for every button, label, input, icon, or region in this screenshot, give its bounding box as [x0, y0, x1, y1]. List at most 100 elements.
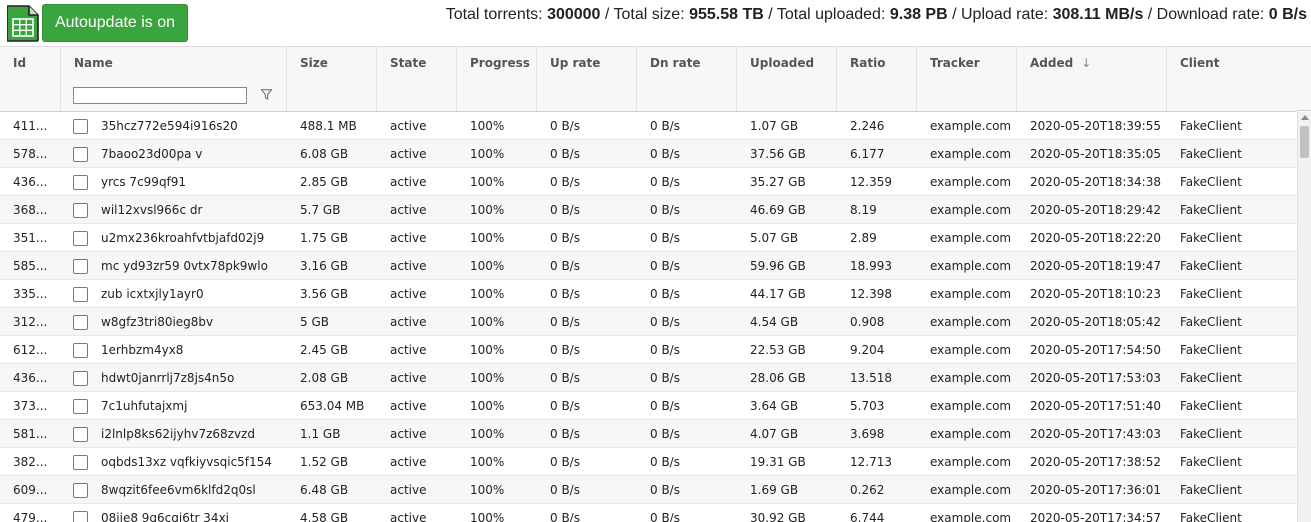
cell-state: active	[390, 511, 427, 522]
row-select-checkbox[interactable]	[73, 203, 88, 218]
scrollbar-thumb[interactable]	[1300, 126, 1309, 158]
cell-progress: 100%	[470, 427, 505, 441]
row-select-checkbox[interactable]	[73, 455, 88, 470]
torrent-grid: Id Name Size State Progress Up rate Dn r…	[0, 46, 1311, 522]
cell-added: 2020-05-20T18:39:55	[1030, 119, 1161, 133]
cell-dn-rate: 0 B/s	[650, 427, 680, 441]
row-select-checkbox[interactable]	[73, 119, 88, 134]
column-header-ratio[interactable]: Ratio	[837, 47, 917, 80]
row-select-checkbox[interactable]	[73, 511, 88, 522]
cell-state: active	[390, 287, 427, 301]
cell-size: 2.85 GB	[300, 175, 349, 189]
cell-ratio: 9.204	[850, 343, 885, 357]
column-header-uploaded[interactable]: Uploaded	[737, 47, 837, 80]
cell-id: 382...	[13, 455, 48, 469]
torrents-label: Total torrents:	[445, 6, 548, 23]
cell-id: 578...	[13, 147, 48, 161]
cell-tracker: example.com	[930, 175, 1012, 189]
cell-size: 1.1 GB	[300, 427, 341, 441]
cell-id: 436...	[13, 371, 48, 385]
row-select-checkbox[interactable]	[73, 147, 88, 162]
total-size: 955.58 TB	[689, 6, 764, 23]
cell-state: active	[390, 315, 427, 329]
filter-cell-dn-rate	[637, 80, 737, 111]
column-header-dn-rate[interactable]: Dn rate	[637, 47, 737, 80]
cell-added: 2020-05-20T18:34:38	[1030, 175, 1161, 189]
cell-uploaded: 5.07 GB	[750, 231, 799, 245]
funnel-icon[interactable]	[261, 89, 272, 100]
cell-size: 2.45 GB	[300, 343, 349, 357]
table-row[interactable]: 382... oqbds13xz vqfkiyvsqic5f154 1.52 GB a…	[0, 448, 1297, 476]
cell-progress: 100%	[470, 399, 505, 413]
cell-size: 1.75 GB	[300, 231, 349, 245]
cell-progress: 100%	[470, 147, 505, 161]
cell-uploaded: 35.27 GB	[750, 175, 806, 189]
column-header-added[interactable]: Added ↓	[1017, 47, 1167, 80]
filter-cell-uploaded	[737, 80, 837, 111]
row-select-checkbox[interactable]	[73, 259, 88, 274]
table-row[interactable]: 411... 35hcz772e594i916s20 488.1 MB active 1…	[0, 112, 1297, 140]
row-select-checkbox[interactable]	[73, 343, 88, 358]
cell-ratio: 6.177	[850, 147, 885, 161]
cell-uploaded: 46.69 GB	[750, 203, 806, 217]
column-header-client[interactable]: Client	[1180, 56, 1220, 70]
table-row[interactable]: 368... wil12xvsl966c dr 5.7 GB active 100% 0 …	[0, 196, 1297, 224]
table-row[interactable]: 578... 7baoo23d00pa v 6.08 GB active 100% 0 B…	[0, 140, 1297, 168]
cell-up-rate: 0 B/s	[550, 511, 580, 522]
cell-up-rate: 0 B/s	[550, 343, 580, 357]
cell-ratio: 12.359	[850, 175, 892, 189]
table-row[interactable]: 612... 1erhbzm4yx8 2.45 GB active 100% 0 B/s 0…	[0, 336, 1297, 364]
name-filter-input[interactable]	[73, 87, 247, 104]
column-header-state[interactable]: State	[377, 47, 457, 80]
table-row[interactable]: 373... 7c1uhfutajxmj 653.04 MB active 100% 0 …	[0, 392, 1297, 420]
cell-up-rate: 0 B/s	[550, 371, 580, 385]
table-row[interactable]: 585... mc yd93zr59 0vtx78pk9wlo 3.16 GB act…	[0, 252, 1297, 280]
table-row[interactable]: 351... u2mx236kroahfvtbjafd02j9 1.75 GB act…	[0, 224, 1297, 252]
row-select-checkbox[interactable]	[73, 287, 88, 302]
vertical-scrollbar[interactable]	[1297, 112, 1311, 522]
cell-client: FakeClient	[1180, 343, 1242, 357]
cell-state: active	[390, 483, 427, 497]
table-row[interactable]: 312... w8gfz3tri80ieg8bv 5 GB active 100% 0 B…	[0, 308, 1297, 336]
cell-client: FakeClient	[1180, 287, 1242, 301]
row-select-checkbox[interactable]	[73, 371, 88, 386]
uploaded-label: / Total uploaded:	[763, 6, 890, 23]
cell-progress: 100%	[470, 175, 505, 189]
cell-dn-rate: 0 B/s	[650, 511, 680, 522]
row-select-checkbox[interactable]	[73, 175, 88, 190]
cell-dn-rate: 0 B/s	[650, 287, 680, 301]
cell-dn-rate: 0 B/s	[650, 147, 680, 161]
cell-state: active	[390, 147, 427, 161]
column-header-name[interactable]: Name	[61, 47, 287, 80]
column-header-progress[interactable]: Progress	[457, 47, 537, 80]
column-header-tracker[interactable]: Tracker	[917, 47, 1017, 80]
cell-up-rate: 0 B/s	[550, 427, 580, 441]
row-select-checkbox[interactable]	[73, 399, 88, 414]
autoupdate-toggle-button[interactable]: Autoupdate is on	[42, 4, 188, 42]
cell-dn-rate: 0 B/s	[650, 231, 680, 245]
table-row[interactable]: 436... hdwt0janrrlj7z8js4n5o 2.08 GB active…	[0, 364, 1297, 392]
table-row[interactable]: 436... yrcs 7c99qf91 2.85 GB active 100% 0 B/…	[0, 168, 1297, 196]
scroll-up-arrow-icon[interactable]	[1301, 115, 1309, 120]
cell-tracker: example.com	[930, 119, 1012, 133]
cell-id: 351...	[13, 231, 48, 245]
cell-name: u2mx236kroahfvtbjafd02j9	[101, 231, 265, 245]
cell-client: FakeClient	[1180, 483, 1242, 497]
filter-cell-ratio	[837, 80, 917, 111]
row-select-checkbox[interactable]	[73, 231, 88, 246]
cell-state: active	[390, 399, 427, 413]
column-header-size[interactable]: Size	[287, 47, 377, 80]
cell-name: oqbds13xz vqfkiyvsqic5f154	[101, 455, 272, 469]
table-row[interactable]: 479... 08jie8 9q6cqi6tr 34xi 4.58 GB active…	[0, 504, 1297, 522]
cell-up-rate: 0 B/s	[550, 287, 580, 301]
column-header-id[interactable]: Id	[0, 47, 61, 80]
row-select-checkbox[interactable]	[73, 315, 88, 330]
table-row[interactable]: 609... 8wqzit6fee6vm6klfd2q0sl 6.48 GB acti…	[0, 476, 1297, 504]
totals-summary: Total torrents: 300000 / Total size: 955…	[446, 6, 1307, 24]
row-select-checkbox[interactable]	[73, 483, 88, 498]
column-header-up-rate[interactable]: Up rate	[537, 47, 637, 80]
table-row[interactable]: 335... zub icxtxjly1ayr0 3.56 GB active 100%…	[0, 280, 1297, 308]
table-row[interactable]: 581... i2lnlp8ks62ijyhv7z68zvzd 1.1 GB acti…	[0, 420, 1297, 448]
cell-up-rate: 0 B/s	[550, 119, 580, 133]
row-select-checkbox[interactable]	[73, 427, 88, 442]
